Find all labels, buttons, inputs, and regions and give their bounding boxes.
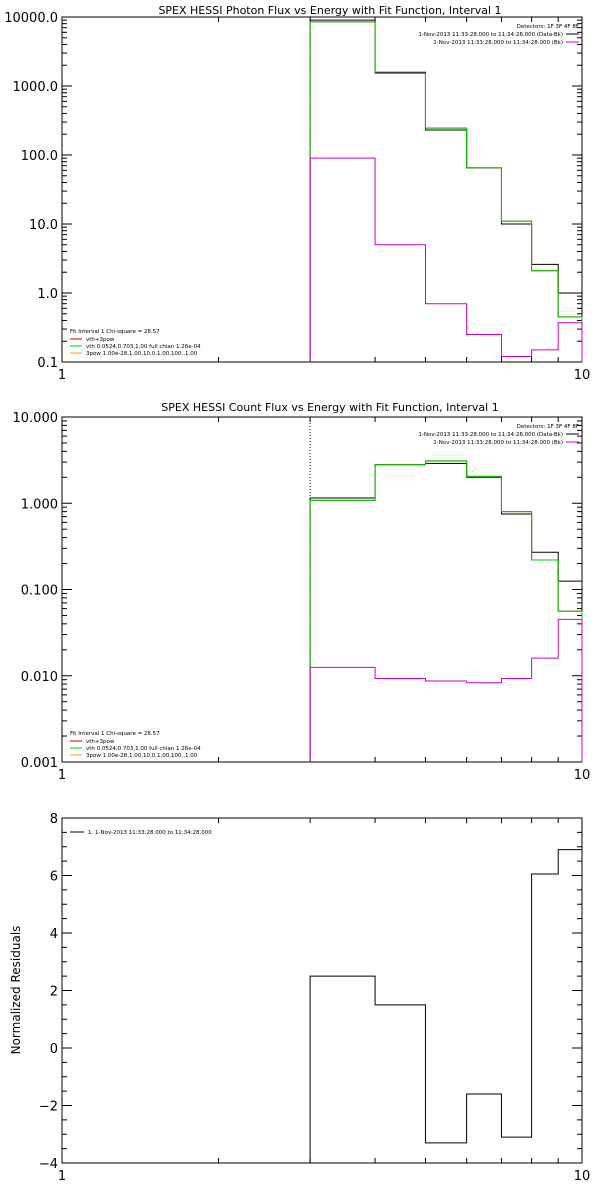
y-tick-label: 1000.0 xyxy=(13,80,59,95)
y-tick-label: 2 xyxy=(50,985,58,1000)
count-flux-legend-top-right: Detectors: 1F 3F 4F 8F 1-Nov-2013 11:33:… xyxy=(418,424,579,446)
legend-entry-vth-3pow: vth+3pow xyxy=(86,739,115,745)
photon-flux-legend-bottom-left: Fit Interval 1 Chi-square = 28.57 vth+3p… xyxy=(70,329,201,357)
residuals-plot-frame xyxy=(61,817,583,1164)
x-tick-label: 10 xyxy=(574,768,591,783)
data-series-line xyxy=(309,19,583,362)
y-tick-label: −4 xyxy=(39,1157,58,1172)
y-tick-label: −2 xyxy=(39,1100,58,1115)
legend-entry-vth: vth 0.0524,0.703,1.00 full chian 1.26e-0… xyxy=(86,344,201,350)
y-tick-label: 0.100 xyxy=(21,584,58,599)
background-series-line xyxy=(309,618,583,762)
legend-detectors: Detectors: 1F 3F 4F 8F xyxy=(517,424,579,430)
legend-detectors: Detectors: 1F 3F 4F 8F xyxy=(517,24,579,30)
y-tick-label: 8 xyxy=(50,812,58,827)
y-tick-label: 1.000 xyxy=(21,497,58,512)
legend-entry-data-bk: 1-Nov-2013 11:33:28.000 to 11:34:28.000 … xyxy=(418,32,563,38)
y-tick-label: 0.001 xyxy=(21,756,58,771)
y-tick-label: 10.000 xyxy=(13,411,59,426)
background-series-line xyxy=(309,157,583,362)
count-flux-plot-frame xyxy=(61,416,583,763)
vth-series-line xyxy=(309,460,583,762)
legend-entry-residuals: 1. 1-Nov-2013 11:33:28.000 to 11:34:28.0… xyxy=(88,830,212,836)
x-tick-label: 1 xyxy=(58,768,66,783)
fit-series-line xyxy=(309,21,583,362)
y-tick-label: 4 xyxy=(50,927,58,942)
photon-flux-panel: SPEX HESSI Photon Flux vs Energy with Fi… xyxy=(4,4,590,383)
y-tick-label: 10000.0 xyxy=(4,11,58,26)
y-tick-label: 100.0 xyxy=(21,149,58,164)
legend-entry-vth: vth 0.0524,0.703,1.00 full chian 1.26e-0… xyxy=(86,746,201,752)
y-tick-label: 0 xyxy=(50,1042,58,1057)
legend-entry-3pow: 3pow 1.00e-28,1.00,10.0,1.00,100.,1.00 xyxy=(86,753,198,759)
legend-entry-bk: 1-Nov-2013 11:33:28.000 to 11:34:28.000 … xyxy=(433,440,563,446)
x-tick-label: 1 xyxy=(58,368,66,383)
x-tick-label: 10 xyxy=(574,368,591,383)
y-tick-label: 1.0 xyxy=(37,287,58,302)
y-tick-label: 10.0 xyxy=(29,218,58,233)
legend-fit-header: Fit Interval 1 Chi-square = 28.57 xyxy=(70,329,160,335)
y-tick-label: 6 xyxy=(50,870,58,885)
photon-flux-plot-frame xyxy=(61,16,583,363)
photon-flux-title: SPEX HESSI Photon Flux vs Energy with Fi… xyxy=(158,4,501,17)
residuals-legend: 1. 1-Nov-2013 11:33:28.000 to 11:34:28.0… xyxy=(70,830,212,836)
count-flux-legend-bottom-left: Fit Interval 1 Chi-square = 28.57 vth+3p… xyxy=(70,731,201,759)
data-series-line xyxy=(309,462,583,762)
count-flux-panel: SPEX HESSI Count Flux vs Energy with Fit… xyxy=(13,401,591,783)
y-tick-label: 0.010 xyxy=(21,670,58,685)
legend-fit-header: Fit Interval 1 Chi-square = 28.57 xyxy=(70,731,160,737)
y-tick-label: 0.1 xyxy=(37,356,58,371)
vth-series-line xyxy=(309,21,583,362)
count-flux-title: SPEX HESSI Count Flux vs Energy with Fit… xyxy=(161,401,498,414)
legend-entry-3pow: 3pow 1.00e-28,1.00,10.0,1.00,100.,1.00 xyxy=(86,351,198,357)
residuals-y-axis-label: Normalized Residuals xyxy=(9,926,23,1055)
residuals-panel: Normalized Residuals 1 10 −4 −2 0 2 4 6 8 1. 1-N… xyxy=(9,812,590,1184)
x-tick-label: 10 xyxy=(574,1169,591,1184)
x-tick-label: 1 xyxy=(58,1169,66,1184)
photon-flux-legend-top-right: Detectors: 1F 3F 4F 8F 1-Nov-2013 11:33:… xyxy=(418,24,579,46)
legend-entry-vth-3pow: vth+3pow xyxy=(86,337,115,343)
legend-entry-bk: 1-Nov-2013 11:33:28.000 to 11:34:28.000 … xyxy=(433,40,563,46)
data-series-line xyxy=(309,849,582,1163)
legend-entry-data-bk: 1-Nov-2013 11:33:28.000 to 11:34:28.000 … xyxy=(418,432,563,438)
fit-series-line xyxy=(309,460,583,762)
